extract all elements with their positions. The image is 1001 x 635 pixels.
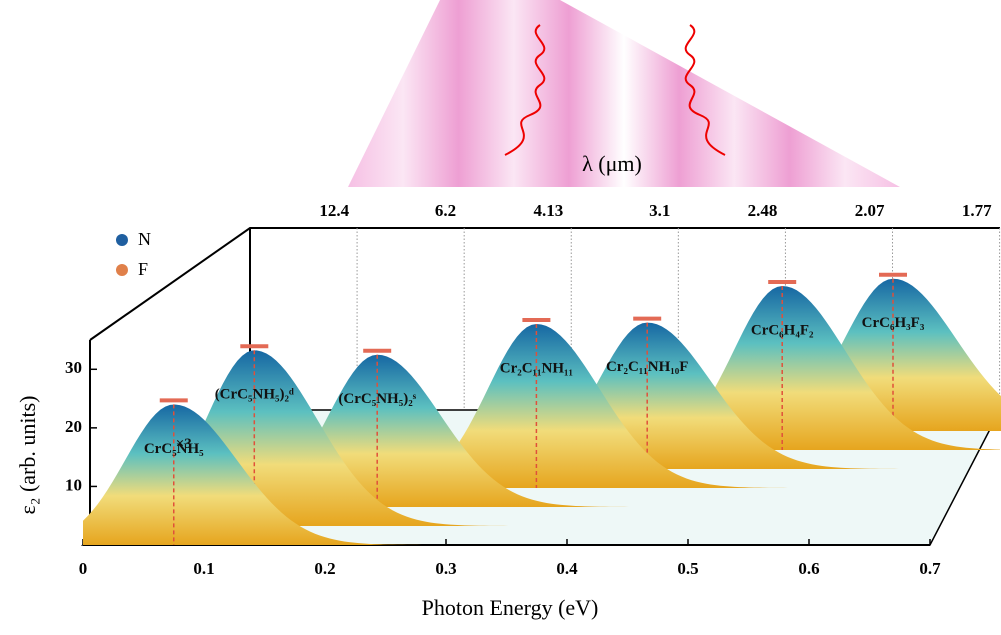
- y-tick-label: 30: [65, 358, 82, 377]
- annotation: ×3: [176, 436, 192, 452]
- y-tick-label: 10: [65, 475, 82, 494]
- peak-area: [651, 278, 1001, 431]
- x2-tick-label: 2.48: [748, 201, 778, 220]
- peak-area: [405, 322, 986, 469]
- light-beam: [348, 0, 900, 187]
- x2-tick-label: 2.07: [855, 201, 885, 220]
- peak-area: [83, 404, 719, 545]
- y-label: ε₂ (arb. units): [15, 396, 40, 515]
- x-tick-label: 0.1: [193, 559, 214, 578]
- x-tick-label: 0.5: [677, 559, 698, 578]
- series-label: Cr₂C₁₁NH₁₀F: [606, 359, 688, 375]
- series-label: CrC₆H₃F₃: [862, 315, 925, 331]
- legend-label: N: [138, 229, 151, 249]
- legend-marker: [116, 234, 128, 246]
- peak-area: [540, 286, 1000, 450]
- x-tick-label: 0.2: [314, 559, 335, 578]
- x-tick-label: 0.4: [556, 559, 578, 578]
- series-label: Cr₂C₁₁NH₁₁: [500, 360, 573, 376]
- x2-tick-label: 3.1: [649, 201, 670, 220]
- x2-tick-label: 1.77: [962, 201, 992, 220]
- wave-arrow: [504, 24, 546, 156]
- x2-tick-label: 12.4: [319, 201, 349, 220]
- x-tick-label: 0: [79, 559, 88, 578]
- x2-label: λ (μm): [582, 151, 642, 176]
- x-tick-label: 0.3: [435, 559, 456, 578]
- series-label: CrC₆H₄F₂: [751, 322, 814, 338]
- x-label: Photon Energy (eV): [422, 595, 599, 620]
- x-tick-label: 0.6: [798, 559, 819, 578]
- legend-label: F: [138, 259, 148, 279]
- peak-area: [294, 324, 972, 488]
- x2-tick-label: 6.2: [435, 201, 456, 220]
- series-label: (CrC₅NH₅)₂ᵈ: [215, 387, 294, 403]
- x-tick-label: 0.7: [919, 559, 941, 578]
- y-tick-label: 20: [65, 417, 82, 436]
- series-label: (CrC₅NH₅)₂ˢ: [338, 391, 416, 407]
- x2-tick-label: 4.13: [534, 201, 564, 220]
- series-label: CrC₅NH₅: [144, 441, 204, 457]
- wave-arrow: [684, 24, 726, 156]
- legend-marker: [116, 264, 128, 276]
- peak-area: [97, 350, 799, 526]
